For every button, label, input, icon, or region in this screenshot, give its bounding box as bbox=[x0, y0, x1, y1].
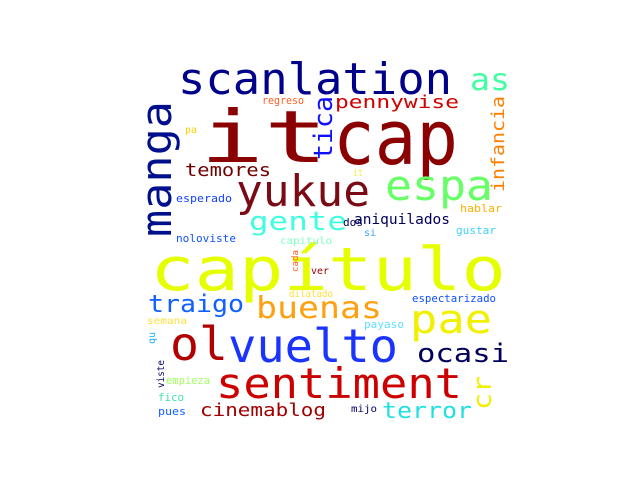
word-scanlation: scanlation bbox=[178, 54, 452, 105]
word-as: as bbox=[470, 63, 510, 98]
word-cada: cada bbox=[291, 250, 301, 272]
word-pues: pues bbox=[158, 405, 186, 418]
word-tica: tica bbox=[309, 96, 339, 160]
word-infancia: infancia bbox=[488, 96, 509, 192]
word-cr: cr bbox=[468, 376, 498, 410]
word-yukue: yukue bbox=[236, 166, 370, 217]
word-vuelto: vuelto bbox=[228, 319, 398, 373]
word-fico: fico bbox=[158, 391, 184, 404]
word-espa: espa bbox=[385, 161, 493, 210]
word-ol: ol bbox=[170, 317, 228, 371]
word-buenas: buenas bbox=[256, 291, 382, 326]
word-cap: cap bbox=[333, 93, 458, 182]
word-sentiment: sentiment bbox=[216, 359, 462, 408]
word-manga: manga bbox=[132, 101, 181, 237]
word-payaso: payaso bbox=[364, 318, 404, 331]
word-empieza: empieza bbox=[166, 374, 210, 387]
word-mijo: mijo bbox=[351, 404, 377, 415]
word-capitulo-small: capitulo bbox=[280, 236, 332, 247]
word-regreso: regreso bbox=[262, 94, 304, 107]
word-dilatado: dilatado bbox=[289, 289, 333, 300]
word-gustar: gustar bbox=[456, 224, 496, 237]
word-pennywise: pennywise bbox=[335, 92, 459, 113]
word-esperado: esperado bbox=[176, 192, 232, 205]
word-terror: terror bbox=[382, 399, 472, 424]
word-ver: ver bbox=[311, 266, 329, 277]
word-espectarizado: espectarizado bbox=[412, 292, 496, 305]
word-capitulo: capítulo bbox=[150, 235, 506, 305]
word-pae: pae bbox=[410, 297, 492, 343]
word-pa: pa bbox=[185, 125, 197, 136]
word-cinemablog: cinemablog bbox=[200, 400, 326, 421]
word-aniquilados: aniquilados bbox=[354, 212, 450, 228]
word-gente: gente bbox=[249, 207, 347, 237]
word-temores: temores bbox=[185, 160, 271, 181]
word-semana: semana bbox=[147, 316, 187, 327]
word-noloviste: noloviste bbox=[176, 232, 236, 245]
word-hablar: hablar bbox=[460, 202, 502, 215]
word-si: si bbox=[364, 228, 376, 239]
word-qu: qu bbox=[147, 332, 158, 344]
word-it: it bbox=[200, 95, 328, 179]
word-traigo: traigo bbox=[148, 290, 244, 318]
word-it-small: it bbox=[353, 168, 363, 179]
word-dos: dos bbox=[343, 216, 363, 229]
word-viste: viste bbox=[156, 360, 167, 388]
word-ocasi: ocasi bbox=[417, 339, 509, 369]
